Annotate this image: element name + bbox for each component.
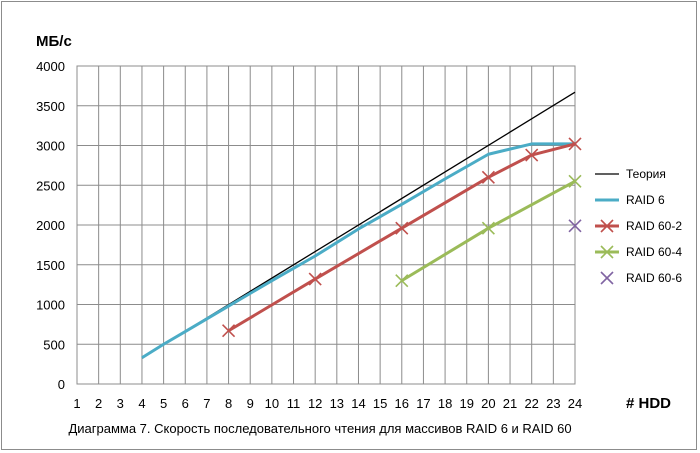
y-tick-label: 2000	[36, 218, 65, 233]
y-tick-label: 0	[58, 377, 65, 392]
x-tick-label: 10	[265, 396, 279, 411]
data-point-raid-60-6	[568, 219, 582, 233]
x-tick-label: 20	[481, 396, 495, 411]
x-tick-label: 17	[416, 396, 430, 411]
data-point-raid-60-4	[568, 174, 582, 188]
data-point-raid-60-2	[308, 272, 322, 286]
data-point-raid-60-2	[525, 148, 539, 162]
x-tick-label: 6	[182, 396, 189, 411]
x-tick-label: 22	[524, 396, 538, 411]
data-point-raid-60-2	[221, 324, 236, 338]
x-tick-label: 14	[351, 396, 365, 411]
legend-label: RAID 6	[626, 193, 665, 207]
x-tick-label: 1	[73, 396, 80, 411]
legend-item-raid-60-6: RAID 60-6	[600, 271, 682, 285]
y-tick-labels: 0 500 1000 1500 2000 2500 3000 3500 4000	[36, 59, 65, 392]
y-tick-label: 4000	[36, 59, 65, 74]
y-tick-label: 3000	[36, 139, 65, 154]
legend-item-raid-60-2: RAID 60-2	[595, 219, 682, 233]
x-tick-label: 18	[438, 396, 452, 411]
y-tick-label: 3500	[36, 99, 65, 114]
legend-item-raid-6: RAID 6	[595, 193, 665, 207]
x-tick-labels: 1 2 3 4 5 6 7 8 9 10 11 12 13 14 15 16 17 18 19 20 21 22 23 24	[73, 396, 582, 411]
legend-label: RAID 60-4	[626, 245, 682, 259]
x-tick-label: 16	[395, 396, 409, 411]
legend-label: Теория	[626, 167, 666, 181]
legend-label: RAID 60-6	[626, 271, 682, 285]
x-tick-label: 23	[546, 396, 560, 411]
x-tick-label: 8	[225, 396, 232, 411]
x-tick-label: 9	[247, 396, 254, 411]
data-point-raid-60-2	[568, 137, 582, 151]
y-tick-label: 2500	[36, 178, 65, 193]
legend-marker	[600, 245, 614, 259]
chart-caption: Диаграмма 7. Скорость последовательного …	[68, 421, 571, 436]
legend: Теория RAID 6 RAID 60-2 RAID 60-4 RAID 60-6	[595, 167, 682, 285]
y-tick-label: 500	[43, 337, 65, 352]
data-point-raid-60-2	[481, 170, 495, 184]
data-point-raid-60-2	[395, 221, 409, 235]
grid	[76, 65, 576, 385]
y-tick-label: 1500	[36, 258, 65, 273]
series-line-raid-60-2	[227, 142, 576, 333]
series-layer	[141, 91, 582, 360]
x-tick-label: 5	[160, 396, 167, 411]
x-tick-label: 13	[330, 396, 344, 411]
x-tick-label: 21	[503, 396, 517, 411]
x-tick-label: 3	[117, 396, 124, 411]
legend-item-теория: Теория	[595, 167, 666, 181]
y-axis-label: МБ/с	[36, 33, 72, 50]
x-tick-label: 15	[373, 396, 387, 411]
legend-item-raid-60-4: RAID 60-4	[595, 245, 682, 259]
data-point-raid-60-4	[395, 274, 409, 288]
legend-marker	[600, 219, 614, 233]
x-tick-label: 19	[460, 396, 474, 411]
x-tick-label: 7	[203, 396, 210, 411]
x-tick-label: 2	[95, 396, 102, 411]
legend-label: RAID 60-2	[626, 219, 682, 233]
data-point-raid-60-4	[481, 221, 495, 235]
x-tick-label: 12	[308, 396, 322, 411]
x-axis-label: # HDD	[626, 395, 671, 412]
x-tick-label: 11	[287, 396, 301, 411]
series-line-raid-6	[141, 142, 575, 360]
x-tick-label: 24	[568, 396, 582, 411]
x-tick-label: 4	[138, 396, 145, 411]
legend-marker	[600, 271, 614, 285]
y-tick-label: 1000	[36, 298, 65, 313]
